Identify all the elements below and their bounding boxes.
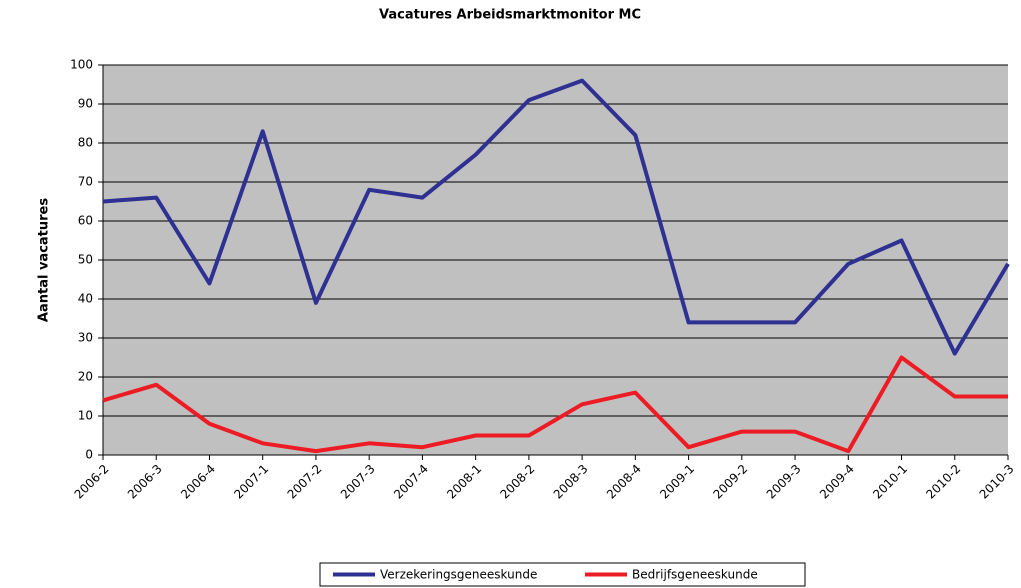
x-tick-label: 2008-4 xyxy=(604,462,644,502)
y-tick-label: 40 xyxy=(78,292,93,306)
x-tick-label: 2009-2 xyxy=(710,462,750,502)
x-tick-label: 2010-3 xyxy=(977,462,1017,502)
x-tick-label: 2010-1 xyxy=(870,462,910,502)
y-tick-label: 30 xyxy=(78,331,93,345)
x-tick-label: 2006-3 xyxy=(125,462,165,502)
x-tick-label: 2008-3 xyxy=(551,462,591,502)
x-tick-label: 2009-3 xyxy=(764,462,804,502)
x-tick-label: 2006-2 xyxy=(72,462,112,502)
x-tick-label: 2009-4 xyxy=(817,462,857,502)
x-tick-label: 2009-1 xyxy=(657,462,697,502)
legend-label: Bedrijfsgeneeskunde xyxy=(632,568,758,582)
chart-title: Vacatures Arbeidsmarktmonitor MC xyxy=(379,8,641,23)
y-tick-label: 70 xyxy=(78,175,93,189)
y-tick-label: 20 xyxy=(78,370,93,384)
y-tick-label: 0 xyxy=(85,448,93,462)
legend xyxy=(319,562,806,587)
x-tick-label: 2007-3 xyxy=(338,462,378,502)
series-line xyxy=(102,355,1008,454)
series-line xyxy=(102,78,1010,356)
y-tick-label: 80 xyxy=(78,136,93,150)
y-axis-title: Aantal vacatures xyxy=(37,198,52,322)
x-tick-label: 2010-2 xyxy=(923,462,963,502)
y-tick-label: 50 xyxy=(78,253,93,267)
x-tick-label: 2007-2 xyxy=(285,462,325,502)
x-tick-label: 2007-4 xyxy=(391,462,431,502)
x-tick-label: 2007-1 xyxy=(231,462,271,502)
x-tick-label: 2006-4 xyxy=(178,462,218,502)
y-tick-label: 10 xyxy=(78,409,93,423)
x-tick-label: 2008-2 xyxy=(498,462,538,502)
y-tick-label: 100 xyxy=(70,58,93,72)
x-tick-label: 2008-1 xyxy=(444,462,484,502)
y-tick-label: 60 xyxy=(78,214,93,228)
y-tick-label: 90 xyxy=(78,97,93,111)
legend-label: Verzekeringsgeneeskunde xyxy=(380,568,537,582)
